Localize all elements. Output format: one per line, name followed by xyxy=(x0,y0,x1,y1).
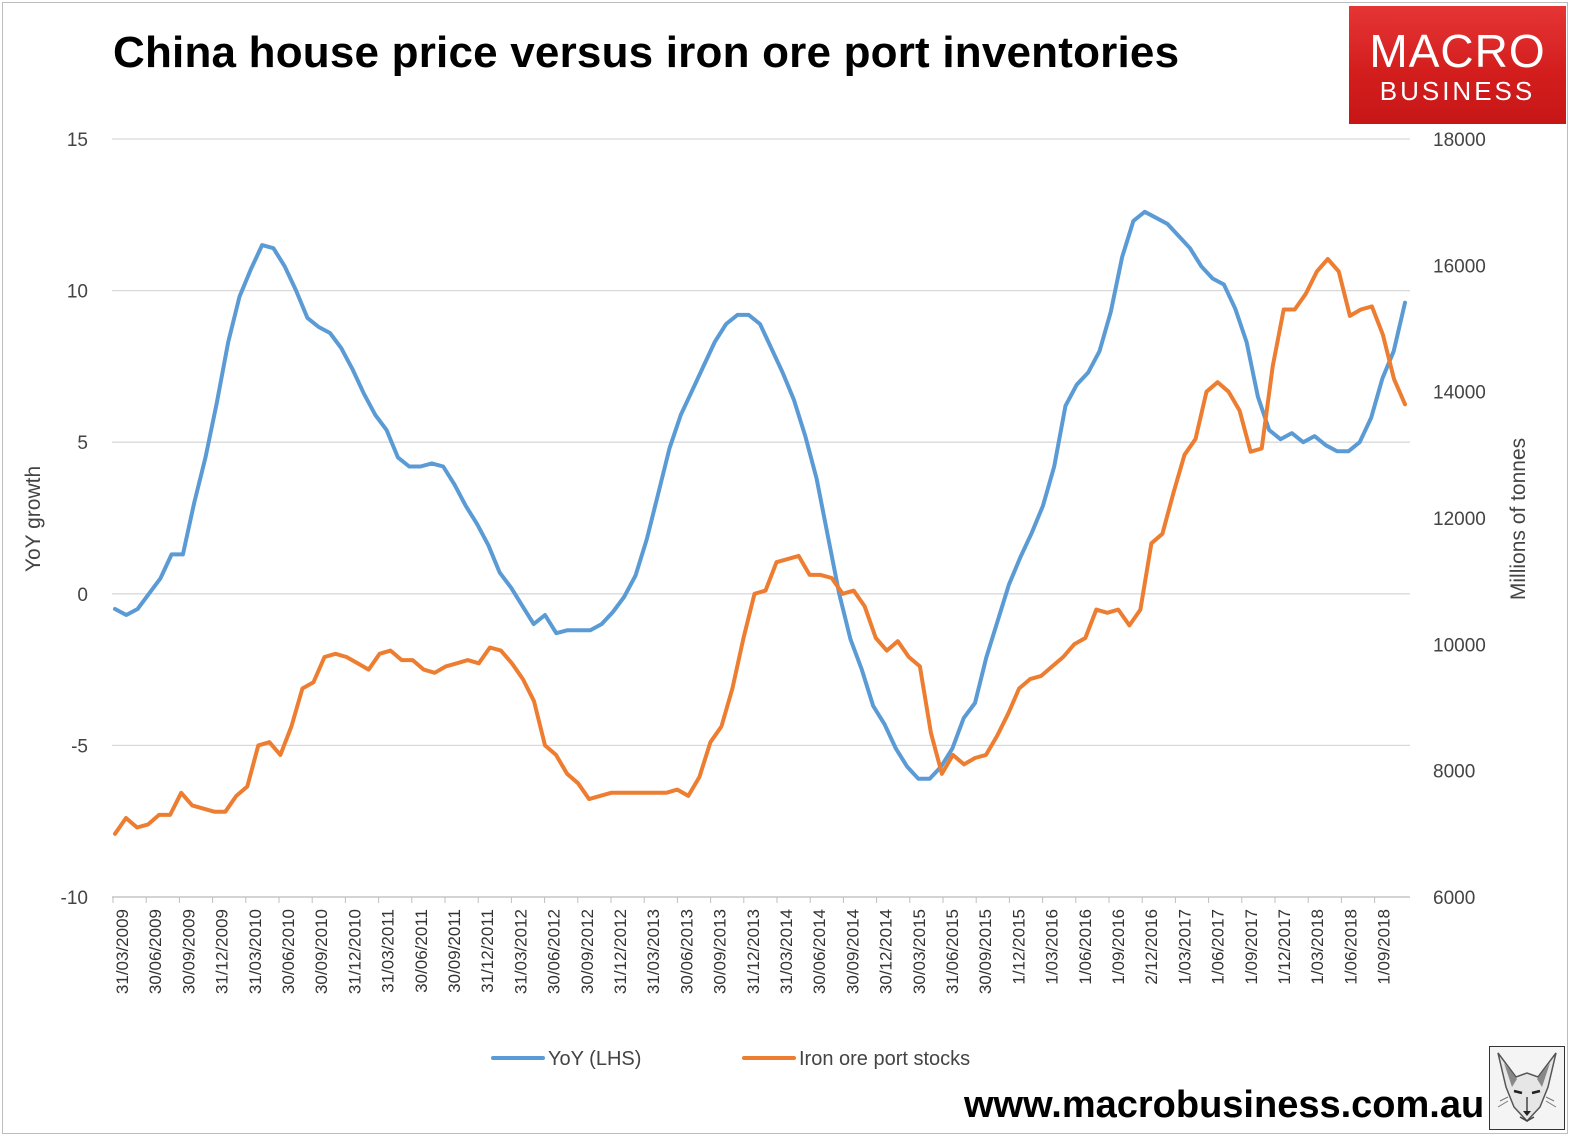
x-tick-label: 30/09/2015 xyxy=(976,909,995,994)
x-tick-label: 30/06/2014 xyxy=(810,909,829,994)
website-url: www.macrobusiness.com.au xyxy=(964,1084,1485,1126)
right-tick-label: 16000 xyxy=(1433,256,1486,277)
gridlines xyxy=(112,138,1410,898)
left-axis-title: YoY growth xyxy=(22,466,45,572)
x-tick-label: 30/06/2011 xyxy=(412,909,431,993)
logo-line-2: BUSINESS xyxy=(1379,76,1536,106)
logo-line-1: MACRO xyxy=(1369,25,1546,77)
x-tick-label: 2/12/2016 xyxy=(1142,909,1161,985)
series-lines xyxy=(113,209,1407,836)
left-tick-label: 10 xyxy=(67,282,88,303)
left-tick-label: -10 xyxy=(61,888,88,909)
right-tick-label: 12000 xyxy=(1433,509,1486,530)
x-tick-label: 1/06/2018 xyxy=(1341,909,1360,985)
x-tick-label: 30/06/2013 xyxy=(677,909,696,994)
x-tick-label: 30/09/2009 xyxy=(179,909,198,994)
right-tick-label: 14000 xyxy=(1433,383,1486,404)
x-tick-label: 31/03/2014 xyxy=(777,909,796,994)
x-tick-label: 1/12/2015 xyxy=(1009,909,1028,985)
x-tick-label: 31/12/2013 xyxy=(744,909,763,994)
macrobusiness-logo: MACRO BUSINESS xyxy=(1349,6,1566,124)
right-tick-label: 8000 xyxy=(1433,762,1475,783)
left-axis-ticks: 15 10 5 0 -5 -10 xyxy=(61,130,88,909)
right-axis-ticks: 18000 16000 14000 12000 10000 8000 6000 xyxy=(1433,130,1486,909)
x-tick-label: 1/06/2017 xyxy=(1209,909,1228,985)
x-tick-label: 30/09/2012 xyxy=(578,909,597,994)
fox-logo xyxy=(1489,1046,1565,1130)
left-tick-label: 0 xyxy=(77,585,88,606)
left-tick-label: -5 xyxy=(71,736,88,757)
legend: YoY (LHS) Iron ore port stocks xyxy=(491,1048,970,1070)
legend-label: YoY (LHS) xyxy=(548,1048,641,1070)
iron-ore-series-line xyxy=(113,257,1407,836)
chart-title: China house price versus iron ore port i… xyxy=(113,28,1180,77)
fox-icon xyxy=(1497,1052,1557,1123)
x-tick-label: 1/09/2017 xyxy=(1242,909,1261,985)
right-axis-title: Millions of tonnes xyxy=(1507,438,1530,600)
x-tick-label: 31/03/2012 xyxy=(511,909,530,994)
x-tick-label: 31/12/2011 xyxy=(478,909,497,993)
legend-label: Iron ore port stocks xyxy=(799,1048,970,1070)
x-tick-label: 30/06/2009 xyxy=(146,909,165,994)
x-tick-label: 1/03/2017 xyxy=(1175,909,1194,985)
x-tick-label: 30/09/2013 xyxy=(711,909,730,994)
x-tick-label: 1/12/2017 xyxy=(1275,909,1294,985)
x-tick-label: 30/12/2014 xyxy=(877,909,896,994)
x-tick-label: 1/09/2016 xyxy=(1109,909,1128,985)
x-tick-label: 1/09/2018 xyxy=(1375,909,1394,985)
left-tick-label: 5 xyxy=(77,433,88,454)
yoy-series-line xyxy=(113,209,1407,781)
right-tick-label: 6000 xyxy=(1433,888,1475,909)
x-tick-label: 30/06/2012 xyxy=(545,909,564,994)
left-tick-label: 15 xyxy=(67,130,88,151)
x-tick-label: 31/12/2012 xyxy=(611,909,630,994)
x-tick-label: 31/03/2010 xyxy=(246,909,265,994)
x-tick-label: 30/09/2010 xyxy=(312,909,331,994)
x-tick-label: 30/09/2014 xyxy=(843,909,862,994)
x-tick-label: 1/06/2016 xyxy=(1076,909,1095,985)
x-tick-label: 31/06/2015 xyxy=(943,909,962,994)
x-tick-label: 30/03/2015 xyxy=(910,909,929,994)
x-tick-label: 30/06/2010 xyxy=(279,909,298,994)
right-tick-label: 10000 xyxy=(1433,635,1486,656)
x-tick-label: 31/12/2009 xyxy=(213,909,232,994)
x-axis-ticks: 31/03/2009 30/06/2009 30/09/2009 31/12/2009… xyxy=(112,896,1410,994)
x-tick-label: 31/03/2013 xyxy=(644,909,663,994)
x-tick-label: 31/03/2011 xyxy=(379,909,398,993)
x-tick-label: 1/03/2018 xyxy=(1308,909,1327,985)
x-tick-label: 30/09/2011 xyxy=(445,909,464,993)
x-tick-label: 31/03/2009 xyxy=(113,909,132,994)
right-tick-label: 18000 xyxy=(1433,130,1486,151)
x-tick-label: 31/12/2010 xyxy=(345,909,364,994)
x-tick-label: 1/03/2016 xyxy=(1043,909,1062,985)
